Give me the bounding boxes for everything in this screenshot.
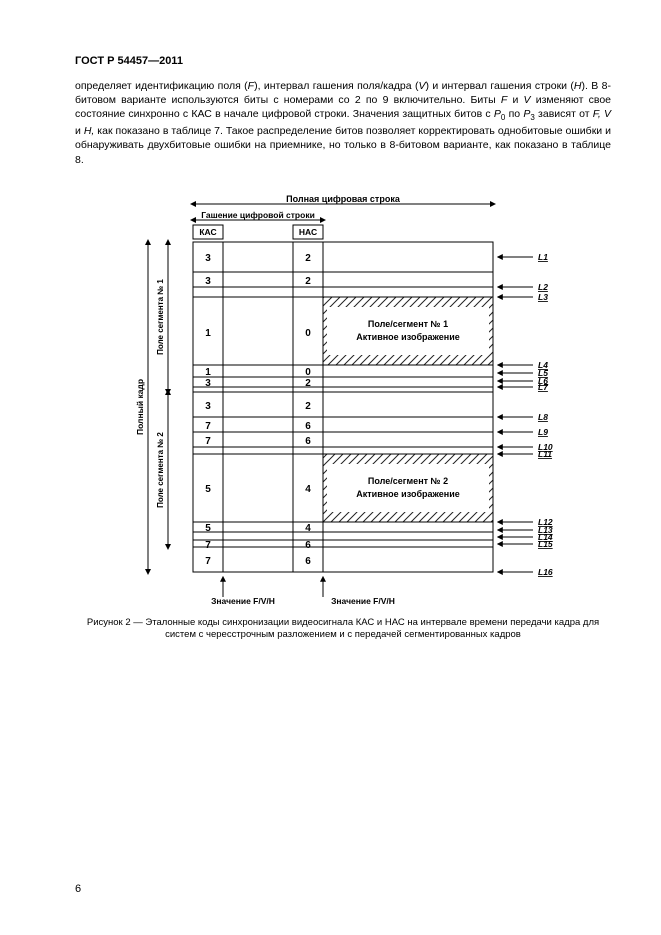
doc-header: ГОСТ Р 54457—2011 [75,55,611,67]
var: H [574,80,582,92]
kac-label: КАС [199,227,216,237]
svg-text:6: 6 [305,436,311,447]
text: как показано в таблице 7. Такое распреде… [75,125,611,165]
text: и [75,125,84,137]
seg1-title: Поле/сегмент № 1 [368,319,448,329]
seg2-sub: Активное изображение [356,489,460,499]
svg-text:7: 7 [205,421,211,432]
seg1-sub: Активное изображение [356,332,460,342]
figure-diagram: Полная цифровая строка Гашение цифровой … [93,192,593,607]
svg-text:5: 5 [205,523,211,534]
svg-text:7: 7 [205,436,211,447]
text: по [505,108,523,120]
svg-text:L15: L15 [538,539,553,549]
text: ) и интервал гашения строки ( [426,80,574,92]
svg-text:2: 2 [305,401,311,412]
svg-text:L8: L8 [538,412,548,422]
full-frame-label: Полный кадр [135,379,145,435]
svg-text:6: 6 [305,556,311,567]
svg-text:7: 7 [205,556,211,567]
fig-title-top: Полная цифровая строка [286,194,401,204]
text: ), интервал гашения поля/кадра ( [254,80,418,92]
nac-label: НАС [299,227,317,237]
svg-text:3: 3 [205,253,211,264]
svg-text:2: 2 [305,378,311,389]
svg-text:2: 2 [305,276,311,287]
svg-text:4: 4 [305,523,311,534]
svg-text:L2: L2 [538,282,548,292]
svg-text:2: 2 [305,253,311,264]
svg-text:1: 1 [205,367,211,378]
text: определяет идентификацию поля ( [75,80,248,92]
svg-text:4: 4 [305,484,311,495]
svg-text:3: 3 [205,378,211,389]
svg-text:L9: L9 [538,427,548,437]
svg-text:L16: L16 [538,567,553,577]
page-number: 6 [75,883,81,895]
seg2-side-label: Поле сегмента № 2 [156,431,165,507]
var: H, [84,125,95,137]
var: P [494,108,501,120]
svg-text:7: 7 [205,540,211,551]
svg-text:5: 5 [205,484,211,495]
figure-caption: Рисунок 2 — Эталонные коды синхронизации… [75,617,611,642]
svg-text:L11: L11 [538,449,552,459]
svg-text:0: 0 [305,328,311,339]
svg-text:6: 6 [305,421,311,432]
var: F, V [593,108,611,120]
page: ГОСТ Р 54457—2011 определяет идентификац… [0,0,661,935]
svg-text:0: 0 [305,367,311,378]
fvh1-label: Значение F/V/H [211,596,275,606]
var: V [418,80,425,92]
svg-text:3: 3 [205,401,211,412]
fig-title-blank: Гашение цифровой строки [201,210,315,220]
svg-text:6: 6 [305,540,311,551]
paragraph: определяет идентификацию поля (F), интер… [75,79,611,167]
seg2-title: Поле/сегмент № 2 [368,476,448,486]
text: зависят от [535,108,593,120]
svg-text:L7: L7 [538,382,549,392]
fvh2-label: Значение F/V/H [331,596,395,606]
var: V [524,94,531,106]
svg-text:L3: L3 [538,292,548,302]
seg1-side-label: Поле сегмента № 1 [156,278,165,354]
svg-text:1: 1 [205,328,211,339]
svg-text:3: 3 [205,276,211,287]
svg-text:L1: L1 [538,252,548,262]
text: и [507,94,523,106]
